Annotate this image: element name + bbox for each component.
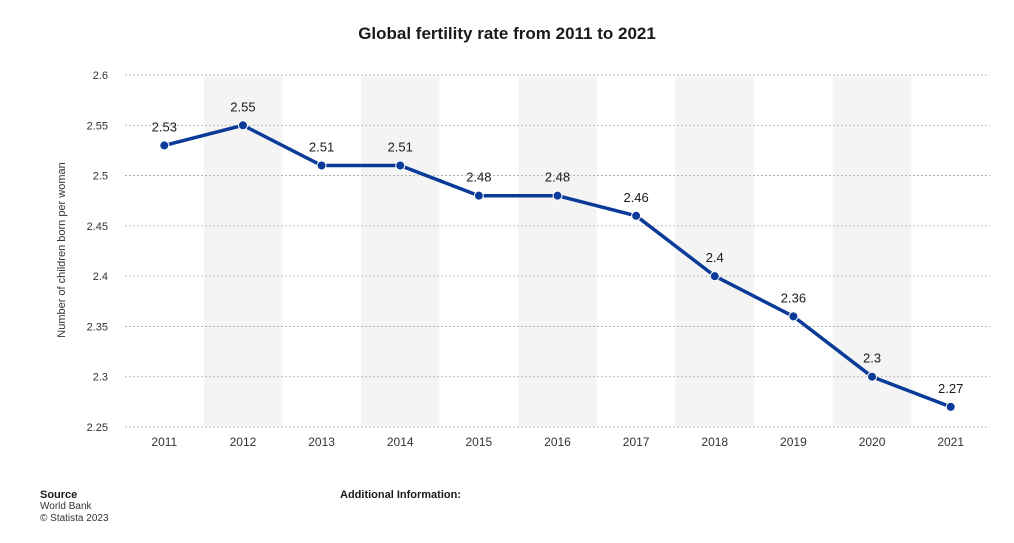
data-label: 2.55 xyxy=(230,99,255,114)
source-label: Source xyxy=(40,489,78,501)
column-band xyxy=(360,75,440,427)
data-point xyxy=(709,271,720,282)
x-tick-label: 2013 xyxy=(308,435,335,449)
y-axis-label: Number of children born per woman xyxy=(56,162,68,338)
additional-information-link[interactable]: Additional Information: xyxy=(340,489,461,501)
y-tick-label: 2.45 xyxy=(87,221,108,233)
y-tick-label: 2.6 xyxy=(93,70,108,82)
column-band xyxy=(832,75,912,427)
y-tick-label: 2.55 xyxy=(87,120,108,132)
x-tick-label: 2018 xyxy=(701,435,728,449)
chart-title: Global fertility rate from 2011 to 2021 xyxy=(358,24,656,43)
data-label: 2.46 xyxy=(623,190,648,205)
data-label: 2.27 xyxy=(938,381,963,396)
data-point xyxy=(395,160,406,171)
data-label: 2.53 xyxy=(152,119,177,134)
y-tick-label: 2.3 xyxy=(93,372,108,384)
data-point xyxy=(945,401,956,412)
data-point xyxy=(237,120,248,131)
x-tick-label: 2021 xyxy=(937,435,964,449)
data-label: 2.3 xyxy=(863,351,881,366)
data-point xyxy=(631,210,642,221)
x-tick-label: 2020 xyxy=(859,435,886,449)
column-band xyxy=(518,75,597,427)
data-point xyxy=(473,190,484,201)
y-tick-label: 2.35 xyxy=(87,321,108,333)
copyright-text: © Statista 2023 xyxy=(40,513,109,524)
data-point xyxy=(159,140,170,151)
data-label: 2.51 xyxy=(309,140,334,155)
y-tick-label: 2.25 xyxy=(87,422,108,434)
x-tick-label: 2011 xyxy=(151,435,177,449)
column-band xyxy=(675,75,755,427)
y-tick-label: 2.4 xyxy=(93,271,108,283)
data-label: 2.36 xyxy=(781,290,806,305)
data-label: 2.51 xyxy=(388,140,413,155)
source-block: Source World Bank © Statista 2023 xyxy=(40,489,109,525)
x-tick-label: 2016 xyxy=(544,435,571,449)
data-label: 2.48 xyxy=(466,170,491,185)
x-tick-label: 2019 xyxy=(780,435,807,449)
y-tick-label: 2.5 xyxy=(93,171,108,183)
x-tick-label: 2012 xyxy=(230,435,257,449)
data-point xyxy=(316,160,327,171)
data-label: 2.4 xyxy=(706,250,724,265)
data-point xyxy=(867,371,878,382)
data-point xyxy=(788,311,799,322)
x-tick-label: 2014 xyxy=(387,435,414,449)
x-tick-label: 2017 xyxy=(623,435,650,449)
data-point xyxy=(552,190,563,201)
data-label: 2.48 xyxy=(545,170,570,185)
x-tick-label: 2015 xyxy=(466,435,493,449)
source-link[interactable]: World Bank xyxy=(40,501,92,512)
